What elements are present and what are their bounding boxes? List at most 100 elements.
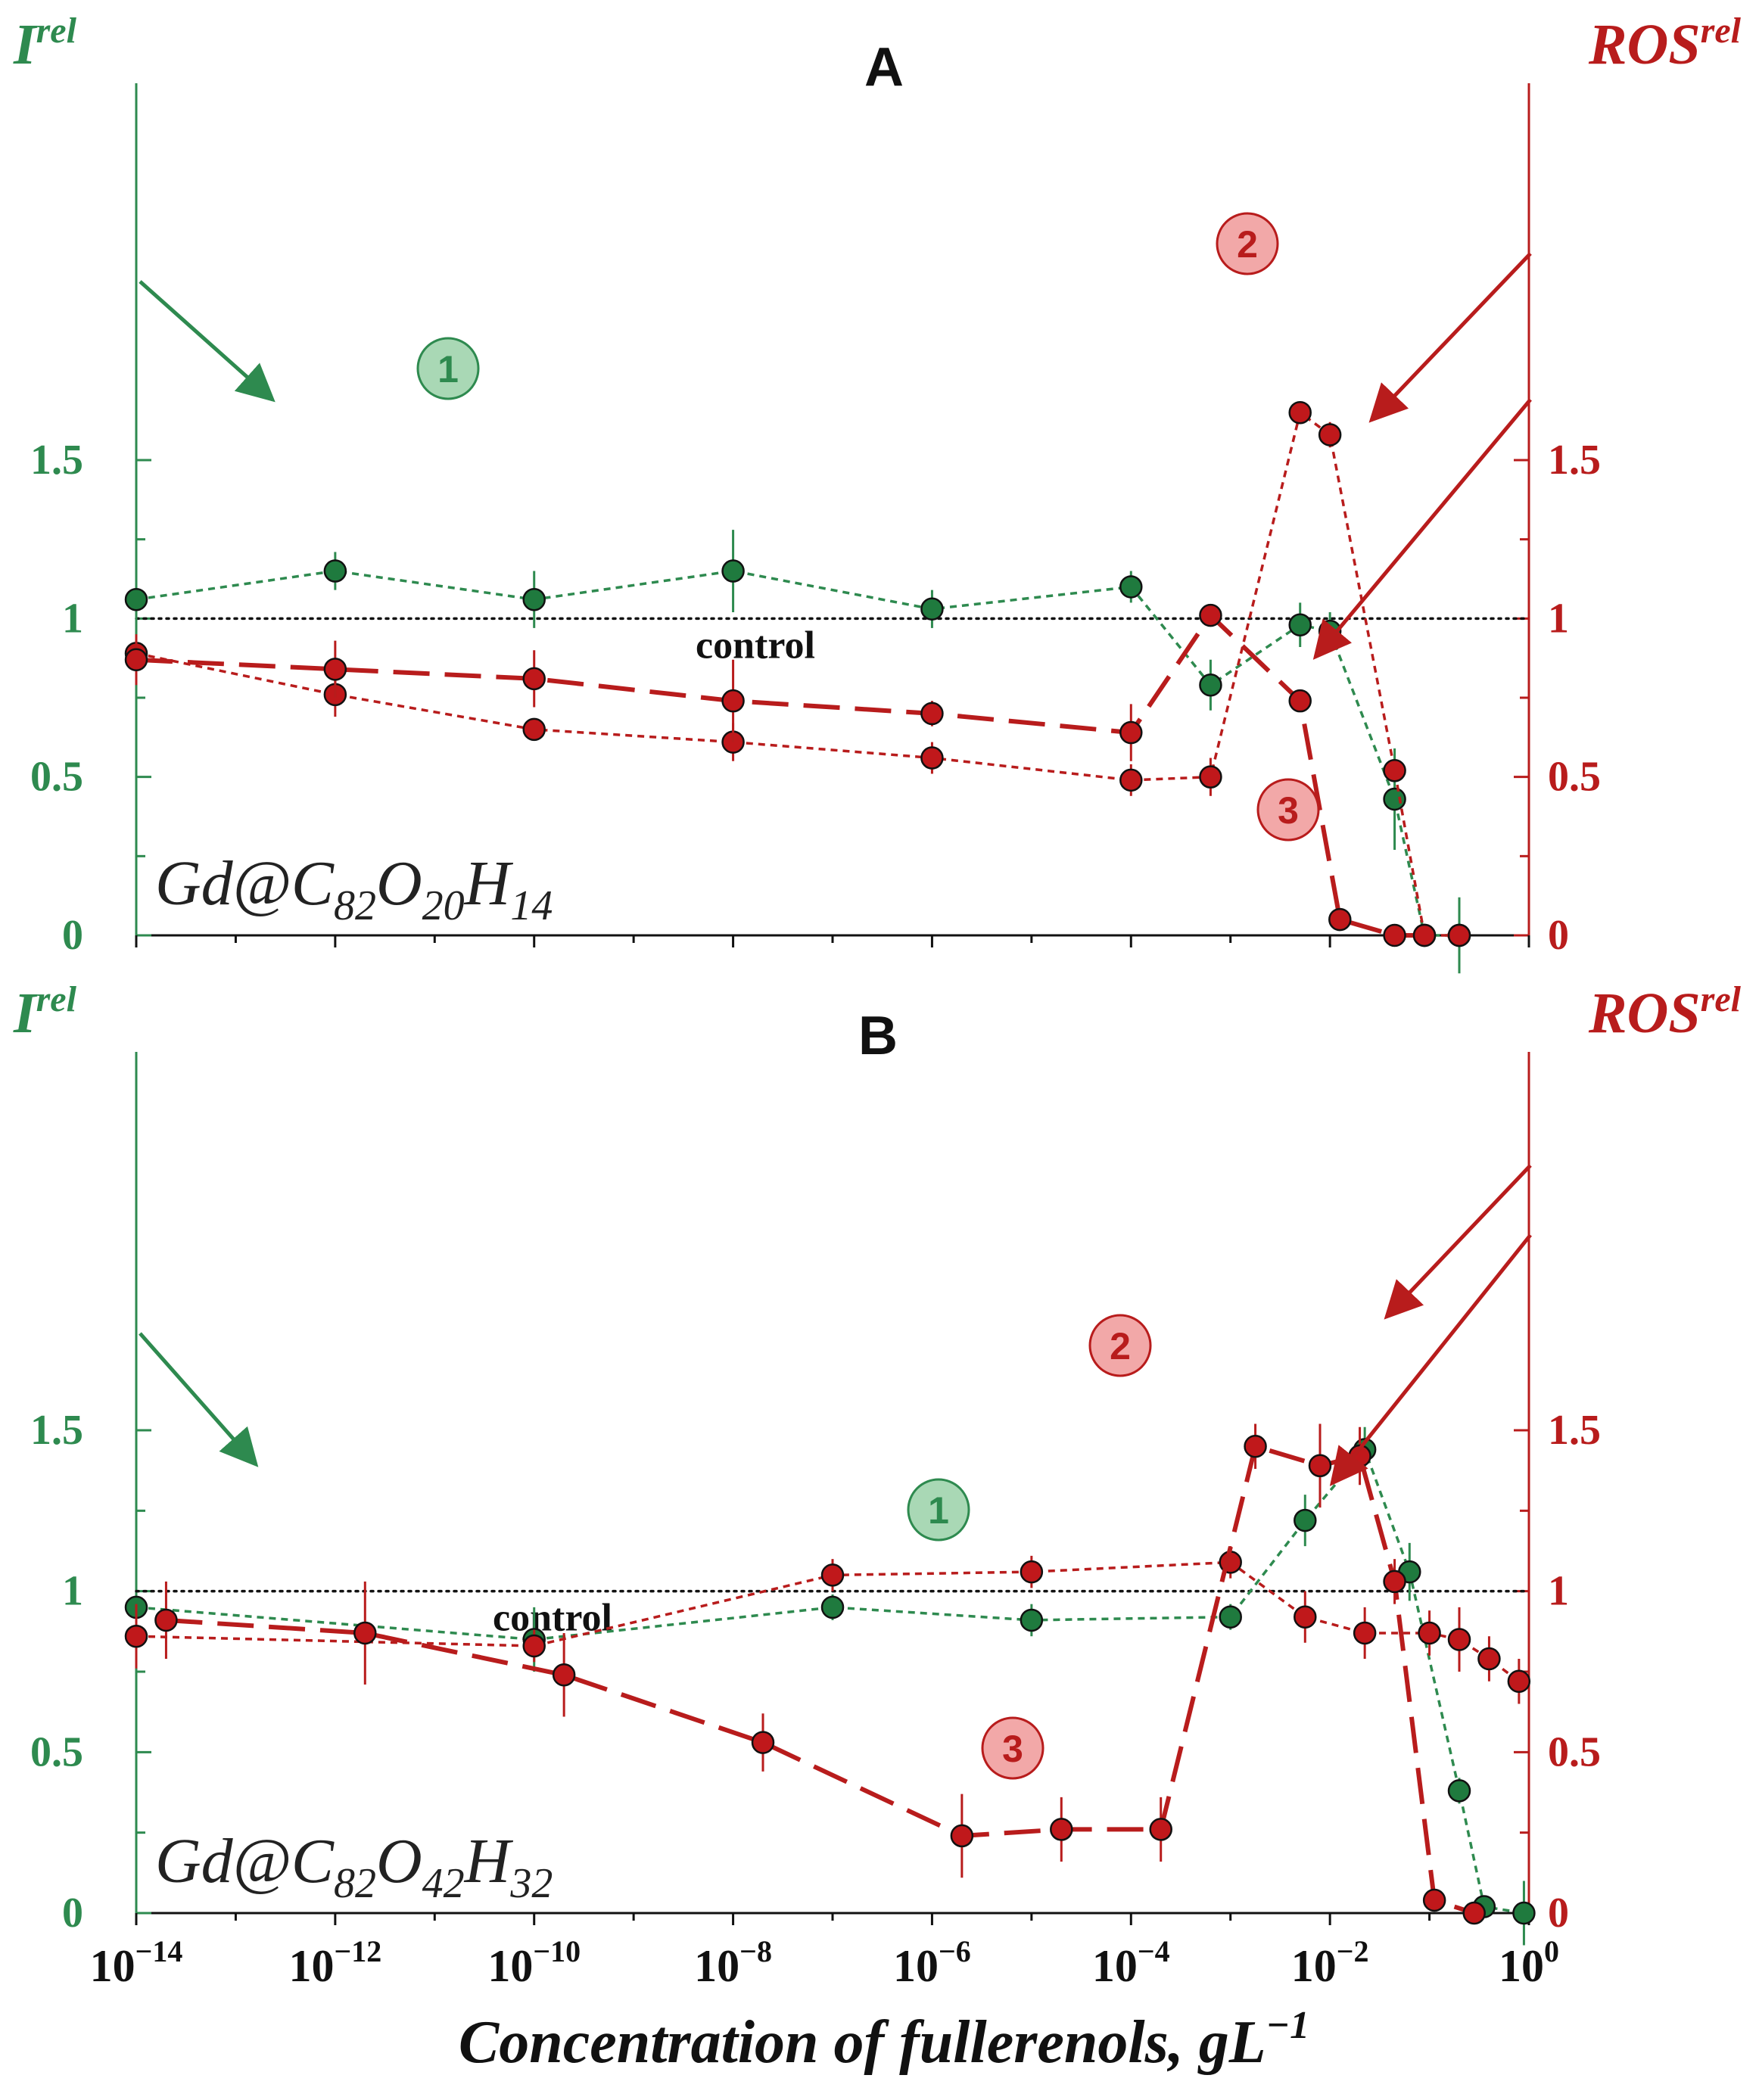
right-axis-label: ROSrel <box>1588 979 1742 1045</box>
x-tick-exponent: −8 <box>739 1934 772 1968</box>
formula-sub: 32 <box>509 1860 553 1907</box>
data-point <box>124 648 148 672</box>
data-point <box>1119 720 1143 745</box>
right-axis-label-main: ROS <box>1588 13 1701 76</box>
badge-circle <box>907 1478 970 1542</box>
data-point <box>1512 1901 1536 1925</box>
x-tick-exponent: 0 <box>1544 1934 1559 1968</box>
left-axis-label: Irel <box>13 11 77 76</box>
data-point <box>1199 674 1222 697</box>
data-point <box>323 658 347 681</box>
x-tick-base: 10 <box>1499 1941 1544 1991</box>
series-line <box>135 569 1459 937</box>
data-point <box>522 587 546 611</box>
x-tick-base: 10 <box>1092 1941 1138 1991</box>
badge-circle <box>1088 1314 1152 1377</box>
series-3 <box>124 603 1471 947</box>
data-point <box>1119 575 1143 599</box>
data-point <box>1050 1818 1073 1841</box>
badge-circle <box>1216 212 1279 275</box>
data-point <box>1318 423 1342 446</box>
formula-sub: 82 <box>334 1860 376 1907</box>
data-point <box>1383 923 1406 947</box>
data-point <box>1119 768 1143 792</box>
x-tick-label: 100 <box>1499 1934 1559 1991</box>
data-point <box>1422 1888 1446 1912</box>
data-point <box>721 559 745 583</box>
data-point <box>1149 1818 1172 1841</box>
control-label: control <box>696 624 815 667</box>
compound-formula: Gd@C82O20H14 <box>155 848 553 929</box>
data-point <box>920 702 944 726</box>
left-y-tick-label: 0 <box>62 912 83 959</box>
series-line <box>135 1447 1524 1915</box>
arrow-red <box>1368 252 1532 423</box>
compound-formula: Gd@C82O42H32 <box>155 1826 553 1907</box>
formula-sub: 42 <box>422 1860 465 1907</box>
series-badge-2: 2 <box>1216 212 1279 275</box>
formula-sub: 20 <box>422 882 465 929</box>
series-line <box>135 410 1459 937</box>
left-y-tick-label: 1.5 <box>30 1407 83 1454</box>
right-y-tick-label: 0 <box>1548 1890 1569 1937</box>
left-y-tick-label: 1.5 <box>30 437 83 484</box>
data-point <box>1244 1435 1267 1458</box>
formula-part: O <box>376 1826 422 1896</box>
left-y-tick-label: 1 <box>62 595 83 642</box>
data-point <box>1353 1621 1377 1645</box>
series-2 <box>124 1546 1531 1704</box>
arrow-red <box>1329 1234 1532 1486</box>
data-point <box>1447 1779 1471 1803</box>
data-point <box>552 1663 576 1687</box>
data-point <box>1507 1669 1531 1694</box>
data-point <box>522 717 546 742</box>
x-tick-base: 10 <box>90 1941 135 1991</box>
data-point <box>1412 923 1437 947</box>
arrow-red <box>1312 398 1532 660</box>
left-axis-label-sup: rel <box>36 11 77 51</box>
data-point <box>1447 1628 1471 1651</box>
data-point <box>1383 787 1406 811</box>
x-tick-base: 10 <box>487 1941 533 1991</box>
right-axis-label-sup: rel <box>1701 979 1742 1019</box>
data-point <box>1288 400 1312 425</box>
data-point <box>1294 1605 1317 1629</box>
series-line <box>166 1443 1475 1915</box>
data-point <box>820 1595 845 1619</box>
panel-title: A <box>864 37 904 98</box>
x-tick-label: 10−12 <box>288 1934 381 1991</box>
data-point <box>1462 1901 1486 1925</box>
formula-part: H <box>464 848 514 919</box>
right-y-tick-label: 1.5 <box>1548 437 1601 484</box>
data-point <box>1308 1454 1332 1478</box>
formula-sub: 14 <box>510 882 553 929</box>
badge-number: 2 <box>1110 1325 1131 1367</box>
data-point <box>1418 1621 1441 1645</box>
badge-number: 1 <box>437 348 459 390</box>
x-tick-exponent: −10 <box>533 1934 581 1968</box>
badge-circle <box>1256 778 1320 842</box>
arrow-green <box>139 1332 259 1467</box>
data-point <box>1383 759 1406 782</box>
data-point <box>353 1621 377 1645</box>
data-point <box>1383 1570 1406 1594</box>
left-axis-label-sup: rel <box>36 979 77 1019</box>
data-point <box>1477 1647 1501 1671</box>
data-point <box>1328 907 1352 932</box>
data-point <box>1020 1608 1044 1632</box>
formula-sub: 82 <box>334 882 376 929</box>
arrow-red <box>1384 1164 1532 1320</box>
x-axis-title-main: Concentration of fullerenols, gL <box>459 2009 1266 2076</box>
left-axis-label-main: I <box>13 13 38 76</box>
x-tick-label: 10−8 <box>694 1934 772 1991</box>
data-point <box>950 1824 974 1848</box>
data-point <box>124 587 148 611</box>
data-point <box>154 1608 178 1632</box>
badge-circle <box>416 337 480 400</box>
x-tick-base: 10 <box>893 1941 939 1991</box>
x-tick-label: 10−6 <box>893 1934 971 1991</box>
data-point <box>1020 1560 1044 1584</box>
data-point <box>1447 923 1471 947</box>
formula-part: Gd@C <box>155 848 335 919</box>
